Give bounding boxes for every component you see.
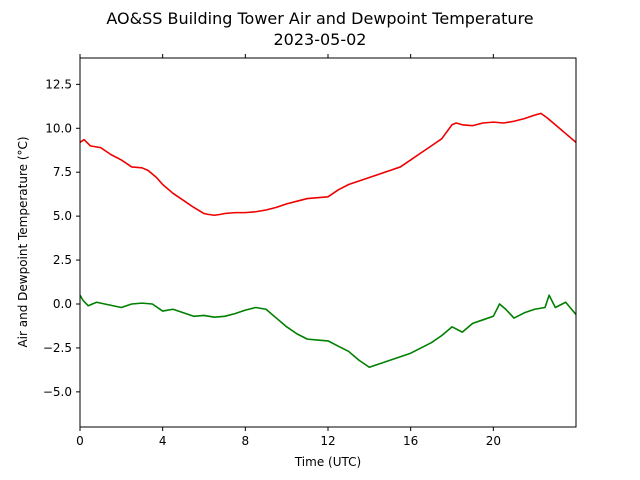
x-axis-label: Time (UTC) <box>294 455 361 469</box>
chart-subtitle: 2023-05-02 <box>274 30 367 49</box>
x-axis: 0 4 8 12 16 20 <box>76 54 501 448</box>
y-tick-label: 5.0 <box>53 209 72 223</box>
x-tick-label: 12 <box>320 434 335 448</box>
x-tick-label: 20 <box>486 434 501 448</box>
x-tick-label: 4 <box>159 434 167 448</box>
series-layer <box>79 112 577 369</box>
series-line-dewpoint <box>79 294 577 369</box>
y-tick-label: 7.5 <box>53 165 72 179</box>
y-tick-label: 2.5 <box>53 253 72 267</box>
y-tick-label: −2.5 <box>43 341 72 355</box>
y-tick-label: −5.0 <box>43 385 72 399</box>
y-axis-label: Air and Dewpoint Temperature (°C) <box>16 136 30 347</box>
plot-frame <box>79 57 577 428</box>
chart-title: AO&SS Building Tower Air and Dewpoint Te… <box>106 9 533 28</box>
series-line-air <box>79 112 577 217</box>
y-tick-label: 12.5 <box>45 77 72 91</box>
x-tick-label: 16 <box>403 434 418 448</box>
x-tick-label: 0 <box>76 434 84 448</box>
y-axis: −5.0 −2.5 0.0 2.5 5.0 7.5 10.0 12.5 <box>43 77 80 399</box>
plot-area <box>79 57 577 428</box>
y-tick-label: 10.0 <box>45 121 72 135</box>
y-tick-label: 0.0 <box>53 297 72 311</box>
x-tick-label: 8 <box>242 434 250 448</box>
